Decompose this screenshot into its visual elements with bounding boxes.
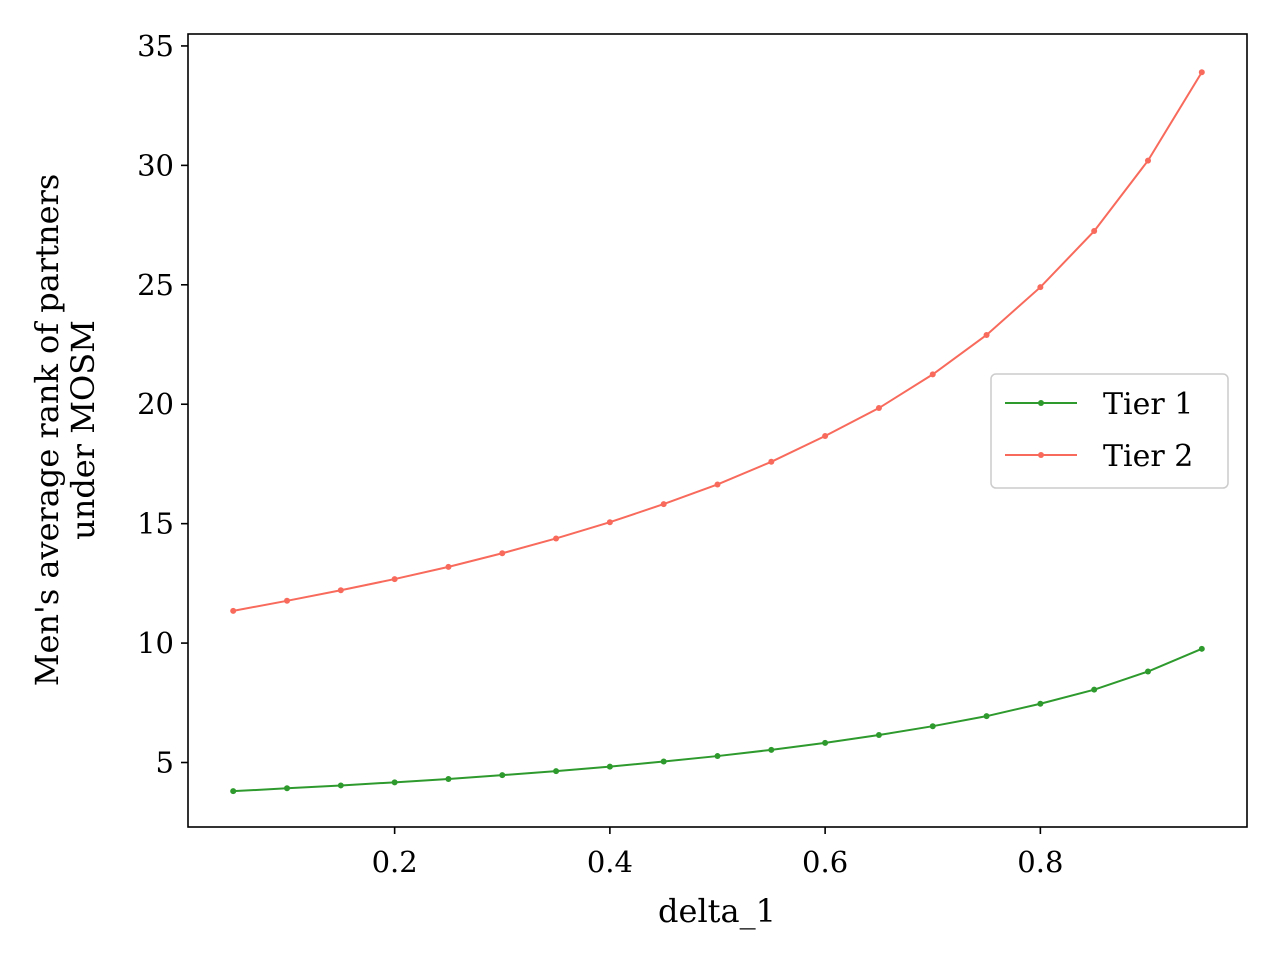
data-point-tier-2	[337, 587, 344, 594]
data-point-tier-2	[1198, 69, 1205, 76]
data-point-tier-2	[768, 458, 775, 465]
x-tick-label: 0.2	[372, 845, 418, 879]
data-point-tier-2	[929, 371, 936, 378]
data-point-tier-2	[660, 501, 667, 508]
data-point-tier-2	[1144, 157, 1151, 164]
data-point-tier-1	[391, 779, 398, 786]
data-point-tier-2	[983, 331, 990, 338]
legend: Tier 1 Tier 2	[990, 373, 1229, 489]
data-point-tier-2	[230, 607, 237, 614]
data-point-tier-1	[1037, 700, 1044, 707]
data-point-tier-1	[553, 768, 560, 775]
legend-label-tier-2: Tier 2	[1103, 439, 1193, 474]
y-tick-label: 10	[137, 626, 174, 660]
data-point-tier-1	[284, 785, 291, 792]
data-point-tier-1	[822, 739, 829, 746]
y-tick-label: 20	[137, 387, 174, 421]
y-tick-label: 25	[137, 268, 174, 302]
data-point-tier-2	[553, 535, 560, 542]
x-axis: 0.2 0.4 0.6 0.8	[372, 827, 1063, 879]
x-tick-label: 0.8	[1017, 845, 1063, 879]
y-axis-title-line-2: under MOSM	[64, 320, 102, 540]
data-point-tier-2	[445, 563, 452, 570]
data-point-tier-1	[660, 758, 667, 765]
data-point-tier-2	[499, 550, 506, 557]
x-axis-title: delta_1	[658, 892, 776, 930]
x-tick-label: 0.6	[802, 845, 848, 879]
y-tick-label: 30	[137, 148, 174, 182]
x-tick-label: 0.4	[587, 845, 633, 879]
y-axis: 5 10 15 20 25 30 35	[137, 29, 188, 780]
data-point-tier-2	[1037, 284, 1044, 291]
data-point-tier-2	[284, 597, 291, 604]
data-point-tier-1	[230, 788, 237, 795]
y-tick-label: 5	[156, 746, 174, 780]
data-point-tier-1	[445, 775, 452, 782]
data-point-tier-1	[983, 713, 990, 720]
y-axis-title-line-1: Men's average rank of partners	[28, 174, 66, 687]
data-point-tier-1	[1091, 686, 1098, 693]
legend-marker-tier-1	[1038, 400, 1044, 406]
data-point-tier-1	[714, 753, 721, 760]
data-point-tier-1	[337, 782, 344, 789]
data-point-tier-1	[875, 732, 882, 739]
plot-frame	[187, 33, 1248, 828]
data-point-tier-2	[606, 519, 613, 526]
legend-marker-tier-2	[1038, 452, 1044, 458]
data-point-tier-1	[929, 723, 936, 730]
data-point-tier-1	[1144, 668, 1151, 675]
data-point-tier-2	[391, 576, 398, 583]
data-point-tier-1	[1198, 645, 1205, 652]
data-point-tier-1	[499, 772, 506, 779]
data-point-tier-1	[606, 763, 613, 770]
data-point-tier-2	[822, 432, 829, 439]
y-tick-label: 15	[137, 507, 174, 541]
y-axis-title: Men's average rank of partners under MOS…	[28, 174, 102, 687]
data-point-tier-2	[714, 481, 721, 488]
legend-label-tier-1: Tier 1	[1103, 387, 1193, 422]
data-point-tier-2	[875, 405, 882, 412]
data-point-tier-1	[768, 746, 775, 753]
series-layer	[230, 69, 1205, 795]
data-point-tier-2	[1091, 228, 1098, 235]
y-tick-label: 35	[137, 29, 174, 63]
